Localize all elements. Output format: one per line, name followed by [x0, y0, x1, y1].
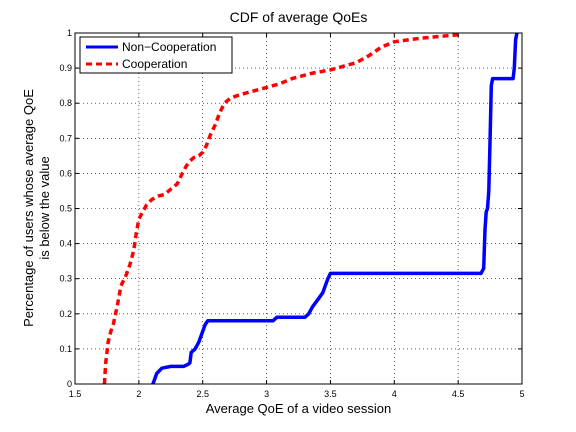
y-tick-label: 1 — [67, 28, 72, 38]
y-axis-label-line-1: Percentage of users whose average QoE — [21, 89, 36, 327]
x-tick-label: 3.5 — [324, 389, 337, 399]
x-tick-label: 3 — [264, 389, 269, 399]
y-tick-label: 0.8 — [59, 98, 72, 108]
x-tick-label: 4.5 — [452, 389, 465, 399]
y-tick-label: 0.2 — [59, 309, 72, 319]
x-tick-label: 1.5 — [69, 389, 82, 399]
y-axis-label-line-2: is below the value — [37, 156, 52, 259]
series-line-cooperation — [102, 31, 462, 385]
x-tick-label: 2.5 — [196, 389, 209, 399]
y-tick-label: 0.4 — [59, 239, 72, 249]
y-tick-label: 0.9 — [59, 63, 72, 73]
y-tick-label: 0.7 — [59, 133, 72, 143]
grid — [75, 33, 522, 384]
series-line-non-cooperation — [151, 32, 519, 385]
y-tick-label: 0.1 — [59, 344, 72, 354]
plot-area — [75, 33, 522, 384]
legend: Non−Cooperation Cooperation — [79, 36, 233, 74]
y-tick-label: 0 — [67, 379, 72, 389]
x-tick-label: 4 — [392, 389, 397, 399]
y-tick-label: 0.6 — [59, 168, 72, 178]
chart-title: CDF of average QoEs — [230, 9, 368, 25]
series-layer — [102, 31, 519, 385]
y-tick-label: 0.3 — [59, 274, 72, 284]
legend-box — [79, 36, 233, 74]
y-tick-label: 0.5 — [59, 204, 72, 214]
ticks: 1.5 2 2.5 3 3.5 4 4.5 5 0 0.1 0.2 0.3 0.4 0.5 0.6 0.7 0.… — [59, 28, 524, 399]
legend-label-non-cooperation: Non−Cooperation — [122, 40, 216, 54]
x-tick-label: 5 — [519, 389, 524, 399]
x-axis-label: Average QoE of a video session — [206, 401, 392, 416]
legend-label-cooperation: Cooperation — [122, 57, 187, 71]
x-tick-label: 2 — [136, 389, 141, 399]
